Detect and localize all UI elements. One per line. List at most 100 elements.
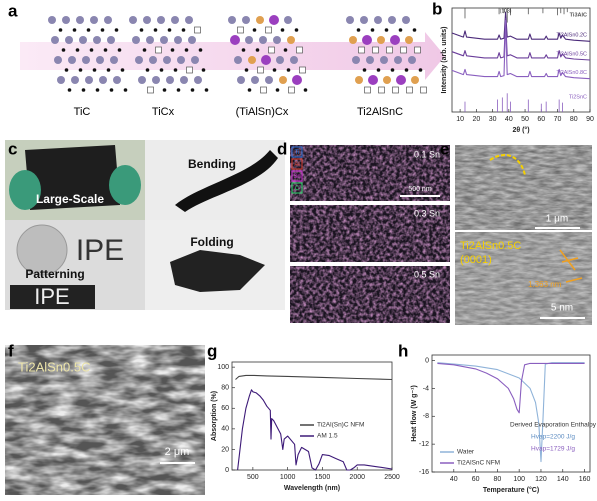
- metal-atom: [374, 16, 382, 24]
- carbon-atom: [117, 48, 122, 52]
- metal-atom: [180, 76, 188, 84]
- metal-atom: [355, 76, 363, 84]
- disk: [16, 224, 68, 276]
- x-tick-label: 1500: [315, 474, 331, 481]
- metal-atom: [265, 76, 273, 84]
- metal-atom: [279, 76, 287, 84]
- metal-atom: [51, 36, 59, 44]
- metal-atom: [380, 56, 388, 64]
- carbon-atom: [280, 28, 285, 32]
- carbon-atom: [181, 28, 186, 32]
- metal-atom: [292, 75, 302, 85]
- carbon-atom: [67, 88, 72, 92]
- carbon-atom: [167, 28, 172, 32]
- vacancy: [260, 86, 267, 94]
- series-label: Ti2AlSn0.2C: [556, 33, 587, 39]
- series-label: Ti2AlSn0.8C: [556, 70, 587, 76]
- spacing-label: 1.363 nm: [528, 280, 562, 289]
- metal-atom: [194, 76, 202, 84]
- carbon-atom: [142, 48, 147, 52]
- y-tick-label: -4: [423, 385, 429, 392]
- metal-atom: [71, 76, 79, 84]
- annotation: Hvap=1729 J/g: [531, 446, 575, 453]
- metal-atom: [110, 56, 118, 64]
- metal-atom: [396, 75, 406, 85]
- metal-atom: [394, 56, 402, 64]
- carbon-atom: [86, 28, 91, 32]
- carbon-atom: [114, 28, 119, 32]
- metal-atom: [405, 36, 413, 44]
- series-line: [451, 17, 591, 61]
- metal-atom: [166, 76, 174, 84]
- y-tick-label: -8: [423, 413, 429, 420]
- carbon-atom: [109, 88, 114, 92]
- panel-label: a: [8, 1, 18, 20]
- legend-swatch: [291, 182, 303, 194]
- metal-atom: [54, 56, 62, 64]
- y-axis-label: Intensity (arb. units): [441, 27, 448, 94]
- vacancy: [155, 46, 162, 54]
- carbon-atom: [283, 48, 288, 52]
- carbon-atom: [390, 68, 395, 72]
- metal-atom: [132, 36, 140, 44]
- map-label: 0.1 Sn: [414, 149, 440, 159]
- x-tick-label: 80: [570, 116, 578, 123]
- metal-atom: [113, 76, 121, 84]
- photo-caption: Patterning: [25, 267, 84, 281]
- panel-label: e: [440, 139, 449, 158]
- vacancy: [288, 86, 295, 94]
- carbon-atom: [159, 68, 164, 72]
- metal-atom: [57, 76, 65, 84]
- carbon-atom: [244, 68, 249, 72]
- vacancy: [386, 46, 393, 54]
- metal-atom: [290, 56, 298, 64]
- x-tick-label: 2000: [349, 474, 365, 481]
- metal-atom: [177, 56, 185, 64]
- metal-atom: [135, 56, 143, 64]
- carbon-atom: [252, 28, 257, 32]
- panel-label: g: [207, 341, 217, 360]
- series-line: [451, 11, 591, 42]
- x-tick-label: 40: [505, 116, 513, 123]
- carbon-atom: [404, 68, 409, 72]
- metal-atom: [191, 56, 199, 64]
- legend-label: Ti2AlSnC NFM: [457, 460, 500, 467]
- series-label: Ti2AlSn0.5C: [556, 51, 587, 57]
- carbon-atom: [201, 68, 206, 72]
- sem-texture: [455, 145, 592, 230]
- carbon-atom: [173, 68, 178, 72]
- lattice-label: Ti2AlSnC: [357, 106, 403, 118]
- logo: IPE: [34, 284, 69, 309]
- legend-label: Ti2Al(Sn)C NFM: [317, 422, 364, 429]
- carbon-atom: [58, 28, 63, 32]
- vacancy: [257, 66, 264, 74]
- vacancy: [400, 46, 407, 54]
- y-tick-label: -16: [419, 469, 429, 476]
- carbon-atom: [412, 28, 417, 32]
- x-tick-label: 60: [472, 476, 480, 483]
- x-tick-label: 160: [579, 476, 591, 483]
- phase-label: Ti2AlSn0.5C: [460, 240, 521, 252]
- metal-atom: [352, 56, 360, 64]
- x-axis-label: Wavelength (nm): [284, 485, 340, 492]
- metal-atom: [377, 36, 385, 44]
- metal-atom: [185, 16, 193, 24]
- lattice-label: TiCx: [152, 106, 175, 118]
- metal-atom: [245, 36, 253, 44]
- metal-atom: [388, 16, 396, 24]
- photo-caption: Folding: [190, 235, 233, 249]
- metal-atom: [276, 56, 284, 64]
- plane-label: (0001): [460, 254, 492, 266]
- metal-atom: [284, 16, 292, 24]
- carbon-atom: [294, 28, 299, 32]
- eds-texture: [290, 145, 450, 201]
- vacancy: [194, 26, 201, 34]
- carbon-atom: [241, 48, 246, 52]
- annotation: Derived Evaporation Enthalpy: [510, 422, 597, 429]
- series-label: Ti3AlC: [570, 12, 587, 18]
- glove: [109, 165, 141, 205]
- vacancy: [299, 66, 306, 74]
- tem-texture: [455, 232, 592, 325]
- x-axis-label: Temperature (°C): [483, 486, 539, 494]
- metal-atom: [287, 36, 295, 44]
